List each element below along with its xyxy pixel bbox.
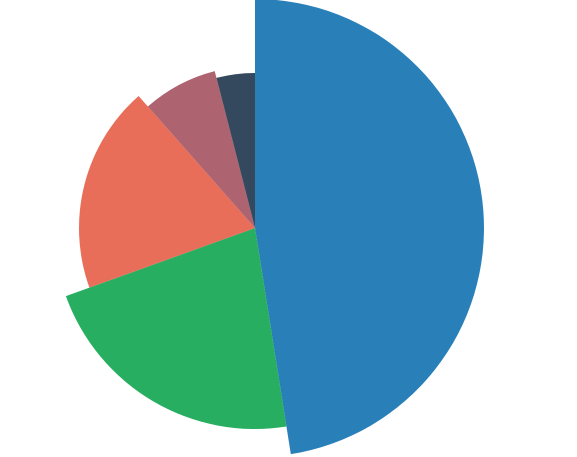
pie-slices <box>65 0 484 455</box>
pie-slice-3 <box>78 95 255 288</box>
pie-slice-1 <box>255 0 484 455</box>
pie-slice-5 <box>216 73 255 228</box>
pie-slice-4 <box>147 71 255 228</box>
pie-slice-2 <box>65 228 287 430</box>
